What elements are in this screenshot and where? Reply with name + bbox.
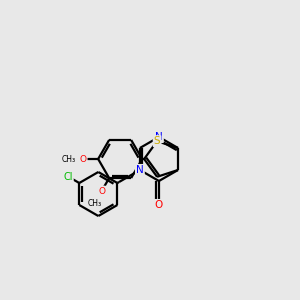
- Text: Cl: Cl: [63, 172, 73, 182]
- Text: N: N: [136, 165, 144, 175]
- Text: CH₃: CH₃: [62, 154, 76, 164]
- Text: O: O: [98, 187, 105, 196]
- Text: O: O: [155, 200, 163, 210]
- Text: S: S: [154, 136, 160, 146]
- Text: CH₃: CH₃: [88, 199, 102, 208]
- Text: N: N: [155, 132, 163, 142]
- Text: O: O: [80, 154, 87, 164]
